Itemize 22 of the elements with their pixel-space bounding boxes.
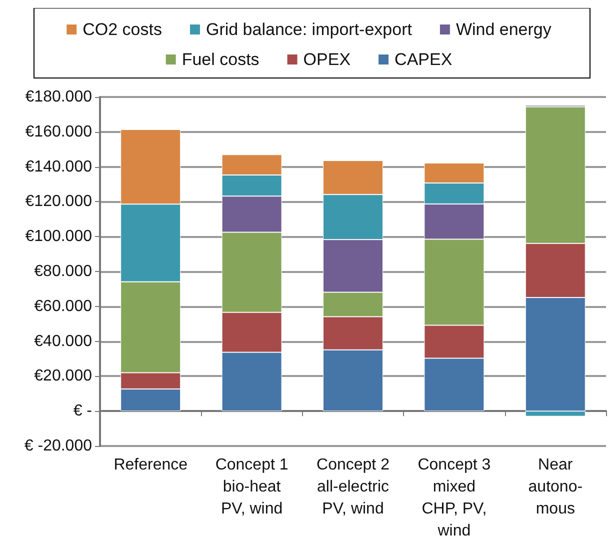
x-tick-label: Reference <box>114 456 188 474</box>
y-tick-label: €80.000 <box>34 263 92 280</box>
y-tick-label: €140.000 <box>25 158 92 176</box>
y-tick-label: €180.000 <box>25 88 92 106</box>
legend-label: Grid balance: import-export <box>206 20 412 39</box>
legend-label: OPEX <box>303 50 351 69</box>
y-tick-label: €20.000 <box>34 368 92 385</box>
legend-label: CAPEX <box>394 50 452 69</box>
y-tick-label: € -20.000 <box>24 438 92 454</box>
y-tick-label: €40.000 <box>34 332 92 350</box>
x-tick-label: Near autono- mous <box>528 456 583 518</box>
x-tick-label: Concept 3 mixed CHP, PV, wind <box>418 456 491 540</box>
y-tick-label: €160.000 <box>25 123 92 140</box>
x-tick-label: Concept 1 bio-heat PV, wind <box>215 456 288 518</box>
y-tick-label: € - <box>73 402 92 420</box>
legend-label: CO2 costs <box>82 20 162 39</box>
y-tick-label: €60.000 <box>34 298 92 315</box>
y-tick-label: €120.000 <box>25 193 92 210</box>
legend-label: Fuel costs <box>182 50 260 69</box>
y-tick-label: €100.000 <box>25 228 92 246</box>
x-tick-label: Concept 2 all-electric PV, wind <box>316 456 390 518</box>
legend-label: Wind energy <box>456 20 552 39</box>
